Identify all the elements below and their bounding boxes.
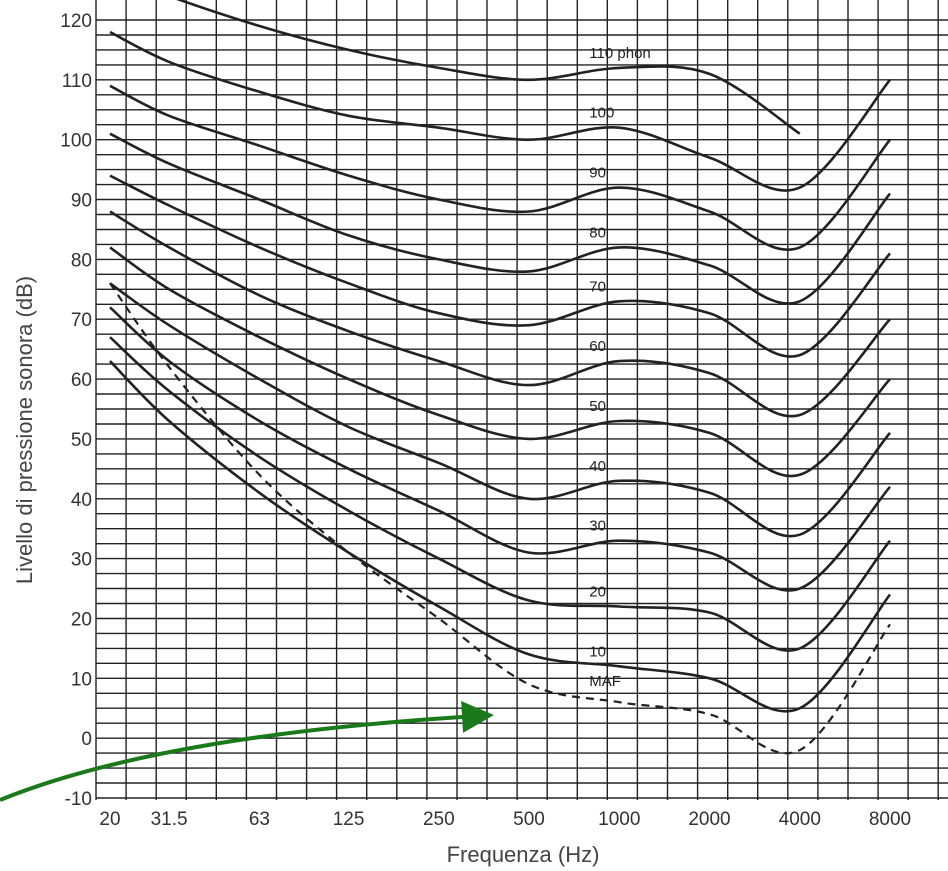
- loudness-curve-60: [109, 210, 891, 418]
- y-tick-label: 20: [71, 610, 92, 631]
- loudness-curve-10: [109, 360, 892, 713]
- y-tick-label: 10: [71, 669, 92, 690]
- curve-label: 100: [589, 105, 614, 122]
- curves: [109, 0, 892, 755]
- loudness-curve-20: [109, 336, 891, 652]
- loudness-curve-maf: [109, 282, 891, 755]
- loudness-curve-80: [109, 132, 891, 305]
- y-tick-label: 30: [71, 550, 92, 571]
- curve-label: 60: [589, 338, 606, 355]
- curve-label: 50: [589, 398, 606, 415]
- curve-label: 20: [589, 584, 606, 601]
- loudness-curve-70: [109, 174, 891, 358]
- curve-label: MAF: [589, 673, 621, 690]
- loudness-curve-100: [109, 30, 891, 192]
- x-tick-label: 1000: [598, 809, 640, 830]
- x-tick-label: 4000: [779, 809, 821, 830]
- curve-label: 10: [589, 643, 606, 660]
- x-tick-label: 2000: [688, 809, 730, 830]
- annotation-arrow: [0, 700, 494, 802]
- loudness-curve-30: [109, 306, 891, 592]
- loudness-curve-40: [109, 282, 891, 538]
- x-tick-label: 63: [249, 809, 270, 830]
- x-tick-label: 500: [513, 809, 545, 830]
- y-tick-label: 40: [71, 490, 92, 511]
- loudness-curve-110-phon: [176, 0, 801, 135]
- grid: [95, 0, 948, 800]
- x-tick-label: 250: [423, 809, 455, 830]
- y-tick-label: -10: [65, 789, 92, 810]
- curve-label: 40: [589, 458, 606, 475]
- y-tick-label: 100: [60, 131, 92, 152]
- curve-label: 80: [589, 224, 606, 241]
- x-tick-label: 125: [333, 809, 365, 830]
- curve-label: 110 phon: [589, 45, 650, 62]
- x-tick-label: 8000: [869, 809, 911, 830]
- y-tick-label: 120: [60, 11, 92, 32]
- x-axis-ticks: 20 31.5 63 125 250 500 1000 2000 4000 8000: [99, 809, 911, 830]
- curve-label: 30: [589, 518, 606, 535]
- loudness-curve-50: [109, 246, 891, 478]
- loudness-curve-90: [109, 84, 891, 251]
- y-axis-title: Livello di pressione sonora (dB): [12, 276, 37, 584]
- y-tick-label: 70: [71, 310, 92, 331]
- y-tick-label: 0: [81, 729, 92, 750]
- curve-label: 90: [589, 165, 606, 182]
- y-tick-label: 60: [71, 370, 92, 391]
- curve-labels: 110 phon 100 90 80 70 60 50 40 30 20 10 MAF: [589, 45, 650, 690]
- y-tick-label: 50: [71, 430, 92, 451]
- y-tick-label: 90: [71, 191, 92, 212]
- curve-label: 70: [589, 278, 606, 295]
- x-axis-title: Frequenza (Hz): [447, 842, 600, 867]
- x-tick-label: 20: [99, 809, 120, 830]
- x-tick-label: 31.5: [151, 809, 188, 830]
- y-tick-label: 80: [71, 250, 92, 271]
- y-tick-label: 110: [62, 71, 92, 92]
